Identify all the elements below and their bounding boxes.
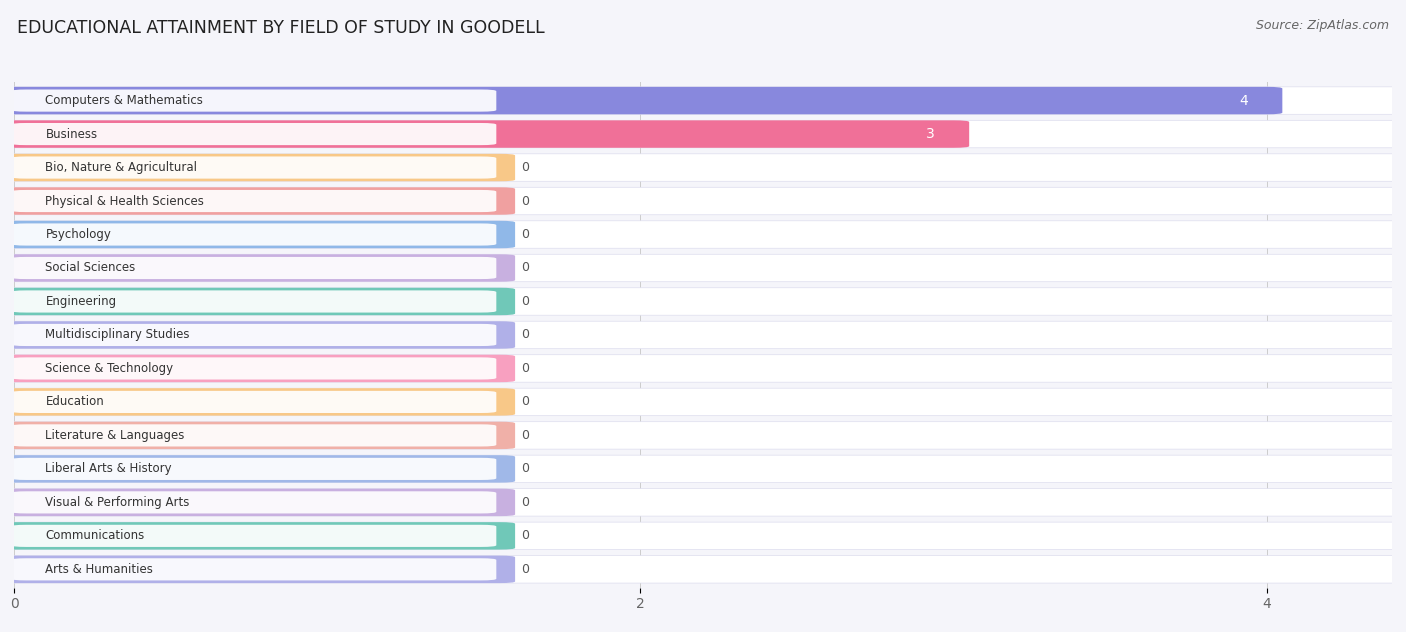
Text: EDUCATIONAL ATTAINMENT BY FIELD OF STUDY IN GOODELL: EDUCATIONAL ATTAINMENT BY FIELD OF STUDY… — [17, 19, 544, 37]
FancyBboxPatch shape — [11, 257, 496, 279]
FancyBboxPatch shape — [0, 455, 515, 483]
Text: Engineering: Engineering — [45, 295, 117, 308]
Text: 0: 0 — [522, 496, 530, 509]
Text: 0: 0 — [522, 563, 530, 576]
Text: Computers & Mathematics: Computers & Mathematics — [45, 94, 204, 107]
FancyBboxPatch shape — [0, 556, 515, 583]
FancyBboxPatch shape — [0, 422, 515, 449]
FancyBboxPatch shape — [11, 190, 496, 212]
Text: Literature & Languages: Literature & Languages — [45, 429, 184, 442]
FancyBboxPatch shape — [11, 491, 496, 513]
FancyBboxPatch shape — [0, 221, 1406, 248]
Text: Science & Technology: Science & Technology — [45, 362, 173, 375]
FancyBboxPatch shape — [0, 522, 1406, 550]
Text: Visual & Performing Arts: Visual & Performing Arts — [45, 496, 190, 509]
Text: Physical & Health Sciences: Physical & Health Sciences — [45, 195, 204, 207]
Text: 0: 0 — [522, 530, 530, 542]
FancyBboxPatch shape — [11, 123, 496, 145]
Text: 0: 0 — [522, 228, 530, 241]
Text: 0: 0 — [522, 262, 530, 274]
Text: 0: 0 — [522, 396, 530, 408]
FancyBboxPatch shape — [0, 254, 515, 282]
Text: Bio, Nature & Agricultural: Bio, Nature & Agricultural — [45, 161, 197, 174]
FancyBboxPatch shape — [0, 321, 1406, 349]
Text: Psychology: Psychology — [45, 228, 111, 241]
FancyBboxPatch shape — [11, 90, 496, 112]
Text: Education: Education — [45, 396, 104, 408]
Text: Liberal Arts & History: Liberal Arts & History — [45, 463, 172, 475]
FancyBboxPatch shape — [0, 321, 515, 349]
FancyBboxPatch shape — [0, 87, 1406, 114]
Text: 0: 0 — [522, 195, 530, 207]
FancyBboxPatch shape — [0, 120, 969, 148]
FancyBboxPatch shape — [11, 290, 496, 313]
FancyBboxPatch shape — [0, 489, 515, 516]
Text: 0: 0 — [522, 295, 530, 308]
FancyBboxPatch shape — [0, 288, 515, 315]
Text: Business: Business — [45, 128, 97, 140]
FancyBboxPatch shape — [0, 422, 1406, 449]
FancyBboxPatch shape — [11, 157, 496, 179]
Text: 3: 3 — [927, 127, 935, 141]
FancyBboxPatch shape — [11, 224, 496, 246]
FancyBboxPatch shape — [0, 455, 1406, 483]
Text: 0: 0 — [522, 362, 530, 375]
Text: 0: 0 — [522, 161, 530, 174]
FancyBboxPatch shape — [11, 424, 496, 446]
Text: Source: ZipAtlas.com: Source: ZipAtlas.com — [1256, 19, 1389, 32]
FancyBboxPatch shape — [0, 221, 515, 248]
FancyBboxPatch shape — [0, 187, 1406, 215]
FancyBboxPatch shape — [0, 154, 515, 181]
Text: 0: 0 — [522, 429, 530, 442]
Text: Multidisciplinary Studies: Multidisciplinary Studies — [45, 329, 190, 341]
FancyBboxPatch shape — [11, 558, 496, 580]
FancyBboxPatch shape — [11, 324, 496, 346]
Text: Communications: Communications — [45, 530, 145, 542]
FancyBboxPatch shape — [0, 355, 1406, 382]
Text: Social Sciences: Social Sciences — [45, 262, 135, 274]
FancyBboxPatch shape — [0, 288, 1406, 315]
Text: 0: 0 — [522, 463, 530, 475]
Text: 4: 4 — [1239, 94, 1249, 107]
FancyBboxPatch shape — [0, 187, 515, 215]
FancyBboxPatch shape — [11, 525, 496, 547]
FancyBboxPatch shape — [0, 388, 1406, 416]
FancyBboxPatch shape — [11, 391, 496, 413]
FancyBboxPatch shape — [0, 355, 515, 382]
FancyBboxPatch shape — [0, 254, 1406, 282]
FancyBboxPatch shape — [0, 556, 1406, 583]
FancyBboxPatch shape — [0, 388, 515, 416]
FancyBboxPatch shape — [11, 458, 496, 480]
Text: Arts & Humanities: Arts & Humanities — [45, 563, 153, 576]
Text: 0: 0 — [522, 329, 530, 341]
FancyBboxPatch shape — [0, 522, 515, 550]
FancyBboxPatch shape — [0, 154, 1406, 181]
FancyBboxPatch shape — [0, 120, 1406, 148]
FancyBboxPatch shape — [0, 489, 1406, 516]
FancyBboxPatch shape — [0, 87, 1282, 114]
FancyBboxPatch shape — [11, 357, 496, 380]
